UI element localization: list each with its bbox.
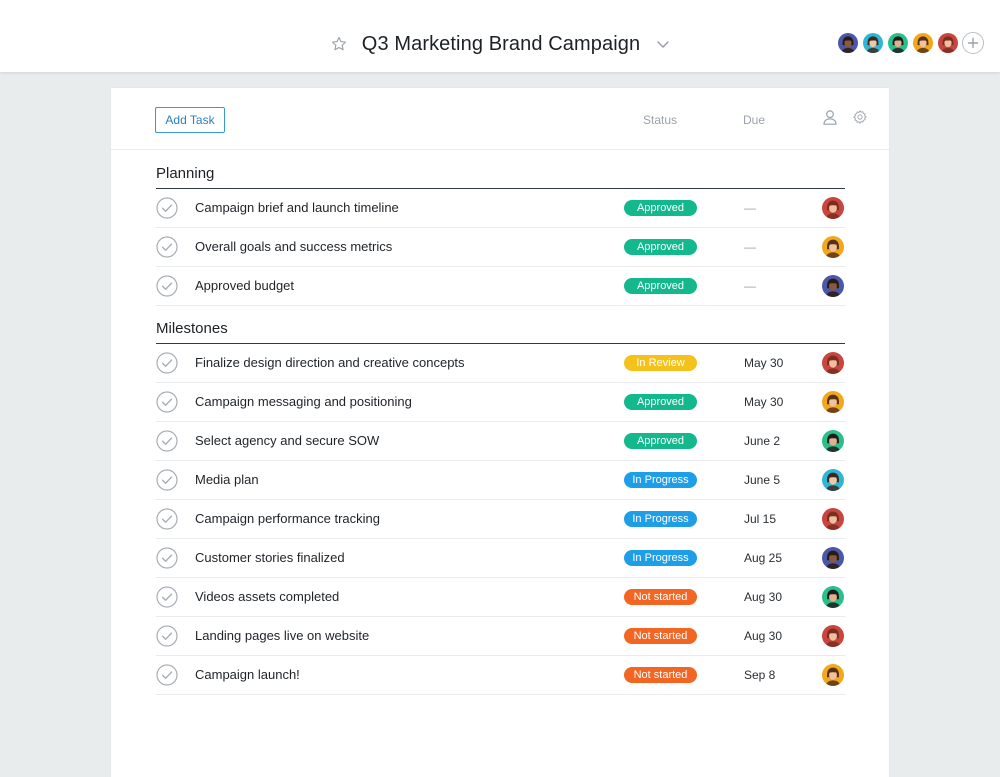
task-name[interactable]: Customer stories finalized <box>195 550 345 565</box>
complete-checkmark-icon[interactable] <box>156 625 178 647</box>
complete-checkmark-icon[interactable] <box>156 664 178 686</box>
status-badge[interactable]: Approved <box>624 239 697 255</box>
plus-circle-icon <box>967 37 979 49</box>
task-name[interactable]: Finalize design direction and creative c… <box>195 355 465 370</box>
add-member-button[interactable] <box>962 32 984 54</box>
complete-checkmark-icon[interactable] <box>156 547 178 569</box>
due-column-header[interactable]: Due <box>743 113 766 127</box>
assignee-avatar[interactable] <box>822 625 844 647</box>
project-title-group: Q3 Marketing Brand Campaign <box>0 0 1000 88</box>
project-title: Q3 Marketing Brand Campaign <box>361 32 641 55</box>
top-bar: Q3 Marketing Brand Campaign <box>0 0 1000 72</box>
complete-checkmark-icon[interactable] <box>156 508 178 530</box>
due-date[interactable]: Aug 30 <box>744 629 783 643</box>
section-rows: Campaign brief and launch timeline Approv… <box>156 189 845 306</box>
task-name[interactable]: Campaign brief and launch timeline <box>195 200 399 215</box>
complete-checkmark-icon[interactable] <box>156 391 178 413</box>
status-badge[interactable]: In Progress <box>624 472 697 488</box>
complete-checkmark-icon[interactable] <box>156 275 178 297</box>
section-rows: Finalize design direction and creative c… <box>156 344 845 695</box>
status-badge[interactable]: Approved <box>624 200 697 216</box>
gear-icon[interactable] <box>852 109 868 125</box>
task-name[interactable]: Campaign launch! <box>195 667 300 682</box>
task-name[interactable]: Videos assets completed <box>195 589 340 604</box>
assignee-avatar[interactable] <box>822 352 844 374</box>
status-badge[interactable]: In Progress <box>624 511 697 527</box>
status-column-header[interactable]: Status <box>643 113 678 127</box>
due-date[interactable]: Sep 8 <box>744 668 776 682</box>
due-date[interactable]: May 30 <box>744 356 784 370</box>
complete-checkmark-icon[interactable] <box>156 352 178 374</box>
task-list-card: Add Task Status Due Planning Campaign br… <box>111 88 889 777</box>
assignee-avatar[interactable] <box>822 508 844 530</box>
status-badge[interactable]: Not started <box>624 628 697 644</box>
task-row[interactable]: Campaign messaging and positioning Approv… <box>156 383 845 422</box>
person-icon[interactable] <box>823 110 837 125</box>
assignee-avatar[interactable] <box>822 664 844 686</box>
due-date[interactable]: May 30 <box>744 395 784 409</box>
due-date[interactable]: — <box>744 279 756 293</box>
task-name[interactable]: Overall goals and success metrics <box>195 239 393 254</box>
task-name[interactable]: Campaign performance tracking <box>195 511 380 526</box>
assignee-avatar[interactable] <box>822 391 844 413</box>
complete-checkmark-icon[interactable] <box>156 586 178 608</box>
chevron-down-icon[interactable] <box>656 37 670 51</box>
task-row[interactable]: Campaign performance tracking In Progress… <box>156 500 845 539</box>
status-badge[interactable]: In Review <box>624 355 697 371</box>
task-row[interactable]: Landing pages live on website Not started… <box>156 617 845 656</box>
list-toolbar: Add Task Status Due <box>111 88 889 150</box>
task-name[interactable]: Select agency and secure SOW <box>195 433 380 448</box>
due-date[interactable]: Jul 15 <box>744 512 777 526</box>
star-outline-icon[interactable] <box>330 35 348 53</box>
section-milestones: Milestones Finalize design direction and… <box>156 319 845 695</box>
task-row[interactable]: Media plan In Progress June 5 <box>156 461 845 500</box>
task-row[interactable]: Campaign brief and launch timeline Approv… <box>156 189 845 228</box>
assignee-avatar[interactable] <box>822 430 844 452</box>
due-date[interactable]: June 2 <box>744 434 781 448</box>
task-row[interactable]: Overall goals and success metrics Approve… <box>156 228 845 267</box>
task-name[interactable]: Approved budget <box>195 278 295 293</box>
task-row[interactable]: Campaign launch! Not started Sep 8 <box>156 656 845 695</box>
member-avatar[interactable] <box>911 31 935 55</box>
task-name[interactable]: Landing pages live on website <box>195 628 370 643</box>
member-avatar[interactable] <box>861 31 885 55</box>
status-badge[interactable]: Approved <box>624 278 697 294</box>
status-badge[interactable]: Approved <box>624 394 697 410</box>
due-date[interactable]: — <box>744 201 756 215</box>
assignee-avatar[interactable] <box>822 469 844 491</box>
status-badge[interactable]: In Progress <box>624 550 697 566</box>
task-name[interactable]: Media plan <box>195 472 259 487</box>
member-avatar[interactable] <box>886 31 910 55</box>
section-header[interactable]: Milestones <box>156 319 845 344</box>
task-row[interactable]: Approved budget Approved — <box>156 267 845 306</box>
project-members <box>835 31 984 55</box>
status-badge[interactable]: Approved <box>624 433 697 449</box>
section-planning: Planning Campaign brief and launch timel… <box>156 164 845 306</box>
complete-checkmark-icon[interactable] <box>156 197 178 219</box>
member-avatar[interactable] <box>836 31 860 55</box>
due-date[interactable]: June 5 <box>744 473 781 487</box>
complete-checkmark-icon[interactable] <box>156 469 178 491</box>
task-row[interactable]: Select agency and secure SOW Approved June… <box>156 422 845 461</box>
status-badge[interactable]: Not started <box>624 667 697 683</box>
task-name[interactable]: Campaign messaging and positioning <box>195 394 412 409</box>
section-header[interactable]: Planning <box>156 164 845 189</box>
task-row[interactable]: Videos assets completed Not started Aug 30 <box>156 578 845 617</box>
assignee-avatar[interactable] <box>822 547 844 569</box>
complete-checkmark-icon[interactable] <box>156 430 178 452</box>
task-row[interactable]: Finalize design direction and creative c… <box>156 344 845 383</box>
complete-checkmark-icon[interactable] <box>156 236 178 258</box>
due-date[interactable]: Aug 30 <box>744 590 783 604</box>
task-row[interactable]: Customer stories finalized In Progress Aug… <box>156 539 845 578</box>
assignee-avatar[interactable] <box>822 586 844 608</box>
due-date[interactable]: — <box>744 240 756 254</box>
add-task-button[interactable]: Add Task <box>155 107 225 133</box>
due-date[interactable]: Aug 25 <box>744 551 783 565</box>
assignee-avatar[interactable] <box>822 236 844 258</box>
assignee-avatar[interactable] <box>822 197 844 219</box>
status-badge[interactable]: Not started <box>624 589 697 605</box>
assignee-avatar[interactable] <box>822 275 844 297</box>
member-avatar[interactable] <box>936 31 960 55</box>
